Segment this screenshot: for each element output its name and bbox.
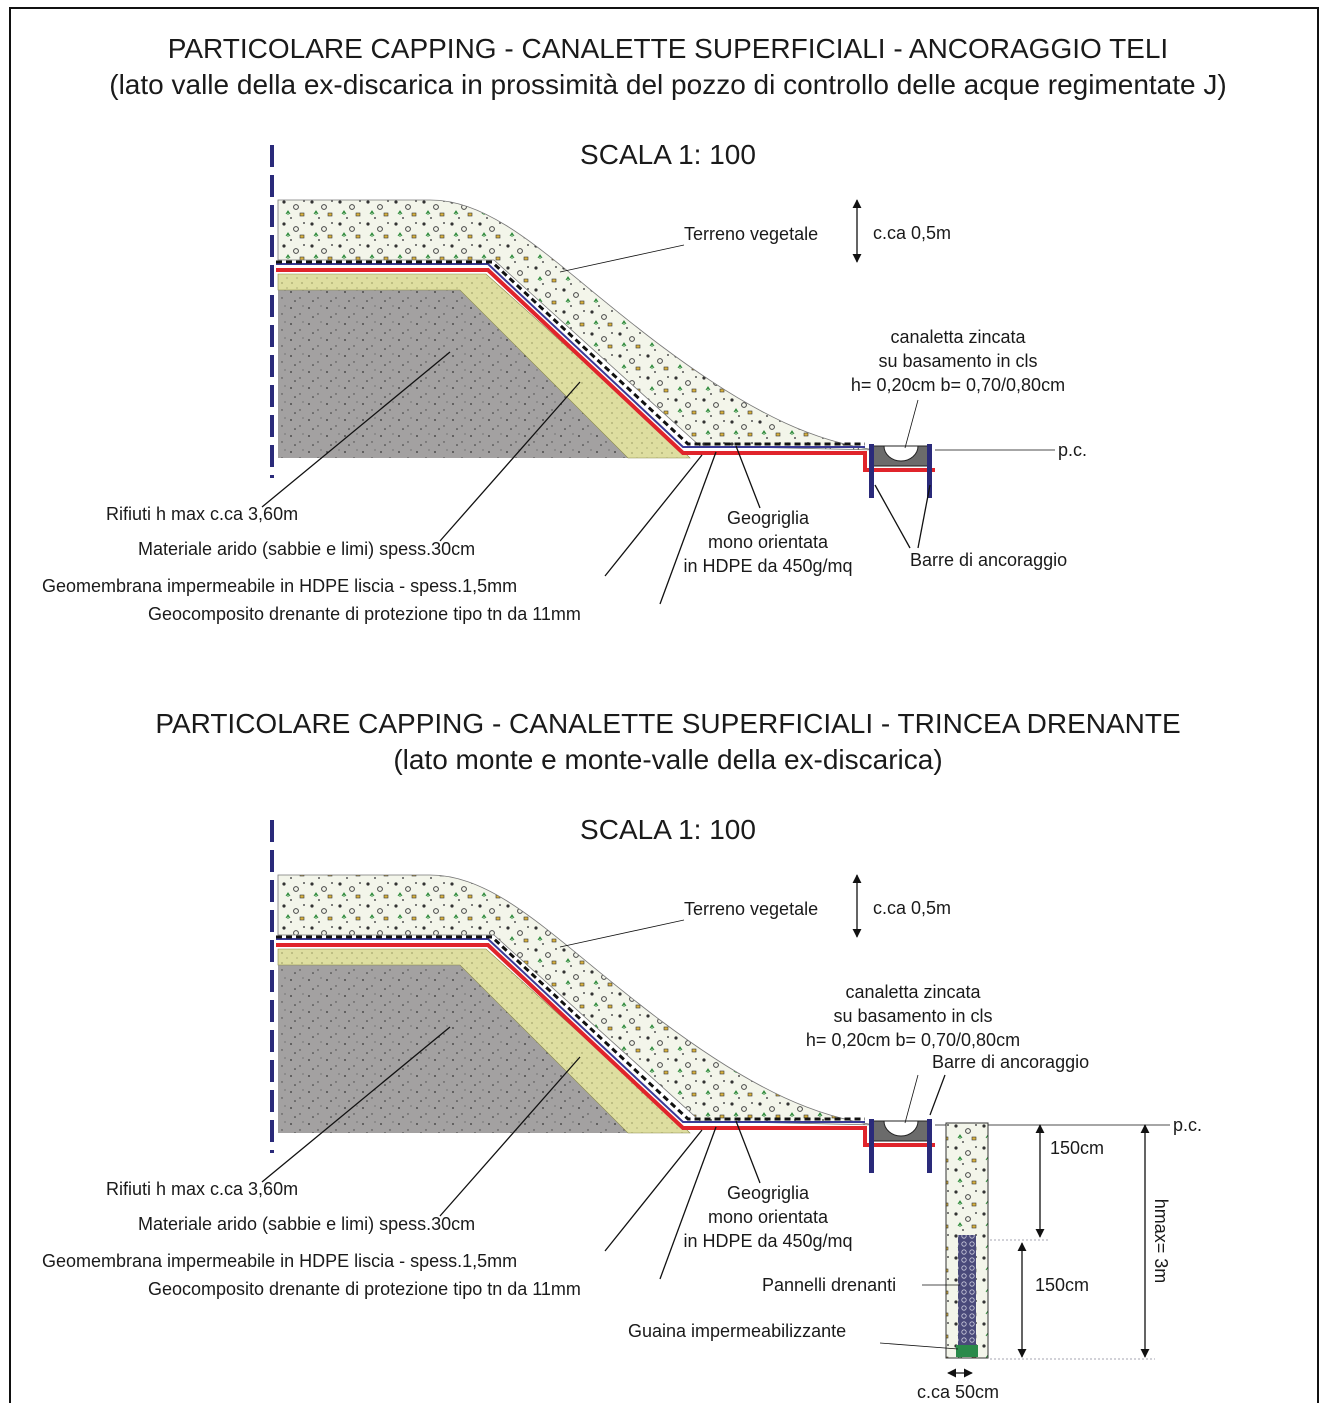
geocomposite-label: Geocomposito drenante di protezione tipo… <box>148 604 581 624</box>
section-subtitle: (lato monte e monte-valle della ex-disca… <box>393 744 942 775</box>
liner-label: Guaina impermeabilizzante <box>628 1321 846 1341</box>
geogrid-label: mono orientata <box>708 1207 829 1227</box>
geogrid-label: in HDPE da 450g/mq <box>683 556 852 576</box>
section-subtitle: (lato valle della ex-discarica in prossi… <box>109 69 1226 100</box>
leader-line <box>905 1075 918 1123</box>
leader-line <box>560 920 684 947</box>
page: PARTICOLARE CAPPING - CANALETTE SUPERFIC… <box>0 0 1327 1403</box>
geogrid-label: Geogriglia <box>727 508 810 528</box>
depth-label: 150cm <box>1035 1275 1089 1295</box>
topsoil-label: Terreno vegetale <box>684 224 818 244</box>
topsoil-label: Terreno vegetale <box>684 899 818 919</box>
liner <box>956 1345 978 1357</box>
scale-label: SCALA 1: 100 <box>580 139 756 170</box>
geomembrane-label: Geomembrana impermeabile in HDPE liscia … <box>42 576 517 596</box>
leader-line <box>930 1075 945 1115</box>
anchor-bar <box>869 444 874 498</box>
leader-line <box>875 485 910 548</box>
geocomposite-label: Geocomposito drenante di protezione tipo… <box>148 1279 581 1299</box>
drawing: PARTICOLARE CAPPING - CANALETTE SUPERFIC… <box>0 0 1327 1403</box>
anchor-bar <box>927 1119 932 1173</box>
section-title: PARTICOLARE CAPPING - CANALETTE SUPERFIC… <box>168 33 1168 64</box>
drain-panel <box>958 1235 976 1345</box>
max-depth-label: hmax= 3m <box>1151 1199 1171 1284</box>
panels-label: Pannelli drenanti <box>762 1275 896 1295</box>
channel-label: su basamento in cls <box>833 1006 992 1026</box>
leader-line <box>560 245 684 272</box>
thickness-label: c.ca 0,5m <box>873 898 951 918</box>
width-label: c.ca 50cm <box>917 1382 999 1402</box>
channel-label: canaletta zincata <box>845 982 981 1002</box>
waste-label: Rifiuti h max c.ca 3,60m <box>106 504 298 524</box>
leader-line <box>660 452 716 604</box>
depth-label: 150cm <box>1050 1138 1104 1158</box>
leader-line <box>660 1127 716 1279</box>
waste-label: Rifiuti h max c.ca 3,60m <box>106 1179 298 1199</box>
geogrid-label: mono orientata <box>708 532 829 552</box>
sand-label: Materiale arido (sabbie e limi) spess.30… <box>138 539 475 559</box>
geomembrane-label: Geomembrana impermeabile in HDPE liscia … <box>42 1251 517 1271</box>
channel-label: h= 0,20cm b= 0,70/0,80cm <box>851 375 1065 395</box>
channel-label: h= 0,20cm b= 0,70/0,80cm <box>806 1030 1020 1050</box>
ground-level-label: p.c. <box>1058 440 1087 460</box>
sand-label: Materiale arido (sabbie e limi) spess.30… <box>138 1214 475 1234</box>
channel-label: canaletta zincata <box>890 327 1026 347</box>
geogrid-label: in HDPE da 450g/mq <box>683 1231 852 1251</box>
leader-line <box>905 400 918 448</box>
anchor-bar <box>869 1119 874 1173</box>
anchor-bars-label: Barre di ancoraggio <box>910 550 1067 570</box>
scale-label: SCALA 1: 100 <box>580 814 756 845</box>
geogrid-label: Geogriglia <box>727 1183 810 1203</box>
leader-line <box>736 446 760 508</box>
channel-label: su basamento in cls <box>878 351 1037 371</box>
ground-level-label: p.c. <box>1173 1115 1202 1135</box>
section-title: PARTICOLARE CAPPING - CANALETTE SUPERFIC… <box>155 708 1180 739</box>
anchor-bars-label: Barre di ancoraggio <box>932 1052 1089 1072</box>
leader-line <box>918 485 930 548</box>
thickness-label: c.ca 0,5m <box>873 223 951 243</box>
leader-line <box>736 1121 760 1183</box>
